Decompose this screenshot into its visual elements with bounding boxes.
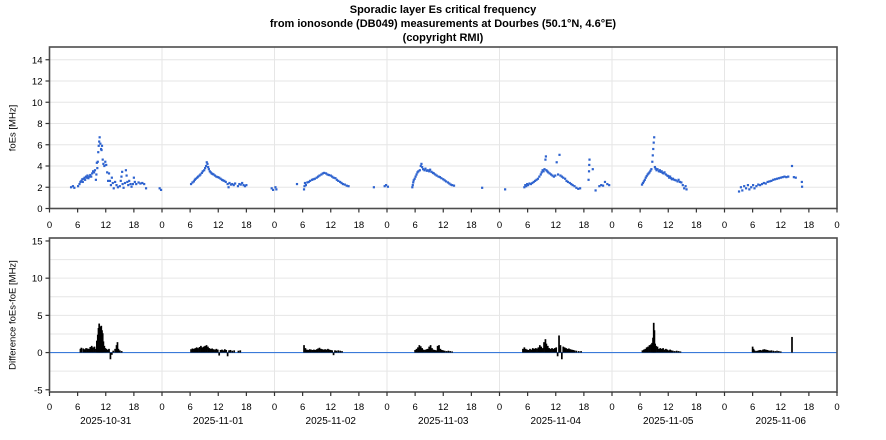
svg-text:6: 6 (525, 220, 530, 231)
svg-text:12: 12 (213, 402, 224, 413)
svg-text:2025-10-31: 2025-10-31 (80, 416, 132, 427)
svg-text:0: 0 (722, 402, 727, 413)
svg-text:0: 0 (384, 402, 389, 413)
svg-text:2025-11-04: 2025-11-04 (531, 416, 582, 427)
svg-text:12: 12 (100, 220, 111, 231)
svg-text:12: 12 (213, 220, 224, 231)
foEs-scatter-points (69, 136, 804, 193)
svg-text:18: 18 (579, 402, 590, 413)
svg-text:6: 6 (37, 140, 42, 151)
svg-text:12: 12 (663, 220, 674, 231)
svg-text:12: 12 (438, 402, 449, 413)
svg-text:6: 6 (187, 220, 192, 231)
svg-text:18: 18 (804, 220, 815, 231)
svg-text:6: 6 (637, 220, 642, 231)
svg-text:0: 0 (609, 220, 614, 231)
svg-text:0: 0 (47, 220, 52, 231)
svg-text:2025-11-02: 2025-11-02 (306, 416, 357, 427)
panel-frame-top (48, 46, 838, 210)
svg-text:12: 12 (32, 77, 43, 88)
svg-text:18: 18 (129, 220, 140, 231)
svg-text:6: 6 (750, 220, 755, 231)
svg-text:12: 12 (325, 220, 336, 231)
svg-text:12: 12 (438, 220, 449, 231)
panel-bottom: -5 0 5 10 15 0 6 12 18 0 6 12 18 0 6 12 18 0 6 12 18 0 6 12 18 0 6… (32, 236, 840, 427)
svg-text:12: 12 (100, 402, 111, 413)
figure-title-line3: (copyright RMI) (402, 32, 484, 44)
figure-title-line1: Sporadic layer Es critical frequency (349, 4, 537, 16)
svg-text:0: 0 (272, 220, 277, 231)
svg-text:10: 10 (32, 98, 43, 109)
svg-text:15: 15 (32, 236, 43, 247)
svg-text:6: 6 (75, 220, 80, 231)
svg-text:0: 0 (159, 220, 164, 231)
difference-bars (79, 322, 793, 360)
svg-text:6: 6 (750, 402, 755, 413)
figure-title-block: Sporadic layer Es critical frequency fro… (0, 3, 886, 45)
svg-text:6: 6 (300, 402, 305, 413)
svg-text:12: 12 (325, 402, 336, 413)
svg-text:18: 18 (579, 220, 590, 231)
svg-text:18: 18 (354, 220, 365, 231)
svg-text:8: 8 (37, 119, 42, 130)
svg-text:0: 0 (37, 204, 42, 215)
svg-text:0: 0 (722, 220, 727, 231)
svg-text:6: 6 (525, 402, 530, 413)
svg-text:4: 4 (37, 162, 42, 173)
svg-text:0: 0 (497, 220, 502, 231)
svg-text:0: 0 (37, 348, 42, 359)
svg-text:0: 0 (47, 402, 52, 413)
svg-text:18: 18 (466, 220, 477, 231)
svg-text:2: 2 (37, 183, 42, 194)
svg-text:6: 6 (412, 220, 417, 231)
date-labels: 2025-10-31 2025-11-01 2025-11-02 2025-11-03… (80, 416, 806, 427)
figure-title-line2: from ionosonde (DB049) measurements at D… (269, 18, 617, 30)
svg-text:6: 6 (300, 220, 305, 231)
svg-text:-5: -5 (34, 385, 42, 396)
svg-text:5: 5 (37, 311, 42, 322)
svg-text:10: 10 (32, 274, 43, 285)
svg-text:2025-11-05: 2025-11-05 (643, 416, 694, 427)
svg-text:0: 0 (272, 402, 277, 413)
svg-text:12: 12 (663, 402, 674, 413)
svg-text:2025-11-06: 2025-11-06 (756, 416, 807, 427)
svg-text:6: 6 (75, 402, 80, 413)
svg-text:12: 12 (775, 220, 786, 231)
svg-text:0: 0 (497, 402, 502, 413)
svg-text:6: 6 (412, 402, 417, 413)
svg-text:12: 12 (550, 220, 561, 231)
svg-text:12: 12 (775, 402, 786, 413)
svg-text:18: 18 (804, 402, 815, 413)
svg-text:0: 0 (384, 220, 389, 231)
svg-text:2025-11-03: 2025-11-03 (418, 416, 469, 427)
svg-text:6: 6 (187, 402, 192, 413)
svg-text:12: 12 (550, 402, 561, 413)
panel-top: 0 2 4 6 8 10 12 14 0 6 12 18 0 6 12 18 0 6 12 18 0 6 12 18 0 6 12 1… (32, 46, 840, 231)
svg-text:0: 0 (609, 402, 614, 413)
svg-text:0: 0 (834, 220, 839, 231)
svg-text:18: 18 (241, 220, 252, 231)
svg-text:18: 18 (354, 402, 365, 413)
svg-text:0: 0 (834, 402, 839, 413)
svg-text:18: 18 (691, 402, 702, 413)
svg-text:2025-11-01: 2025-11-01 (193, 416, 244, 427)
svg-text:0: 0 (159, 402, 164, 413)
svg-text:18: 18 (241, 402, 252, 413)
svg-text:6: 6 (637, 402, 642, 413)
svg-text:18: 18 (129, 402, 140, 413)
svg-text:18: 18 (691, 220, 702, 231)
svg-text:18: 18 (466, 402, 477, 413)
svg-text:14: 14 (32, 55, 43, 66)
